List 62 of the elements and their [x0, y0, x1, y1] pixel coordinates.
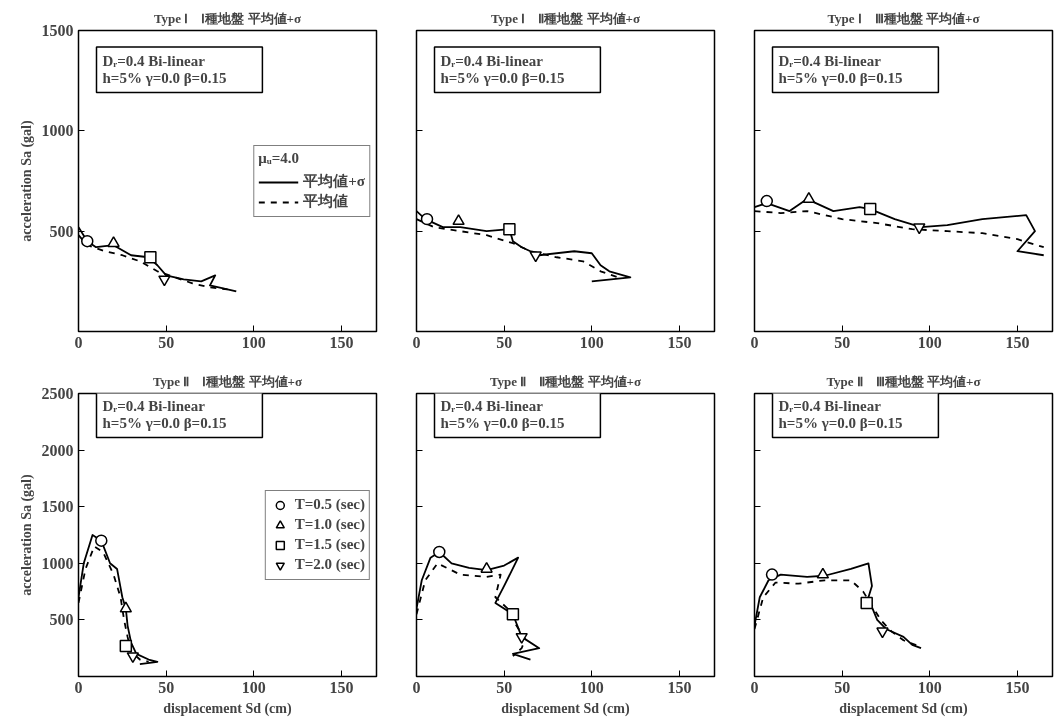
y-axis-title: acceleration Sa (gal) — [18, 120, 35, 242]
x-tick-label: 150 — [329, 333, 354, 351]
annotation: h=5% γ=0.0 β=0.15 — [778, 415, 903, 432]
y-axis-title: acceleration Sa (gal) — [18, 474, 35, 596]
x-tick-label: 100 — [917, 678, 942, 696]
x-tick-label: 0 — [750, 678, 759, 696]
x-tick-label: 50 — [158, 678, 175, 696]
x-tick-label: 150 — [329, 678, 354, 696]
x-tick-label: 0 — [750, 333, 759, 351]
legend-title: μᵤ=4.0 — [258, 149, 300, 167]
x-tick-label: 100 — [579, 678, 604, 696]
x-axis-title: displacement Sd (cm) — [163, 700, 292, 717]
x-tick-label: 50 — [158, 333, 175, 351]
chart-title: Type Ⅱ Ⅱ種地盤 平均値+σ — [489, 373, 642, 389]
annotation: Dᵣ=0.4 Bi-linear — [102, 52, 206, 69]
legend-label: T=1.5 (sec) — [294, 536, 365, 553]
y-tick-label: 1000 — [41, 122, 74, 140]
x-tick-label: 150 — [667, 678, 692, 696]
y-tick-label: 500 — [49, 222, 74, 240]
x-tick-label: 50 — [834, 333, 851, 351]
x-tick-label: 0 — [74, 333, 83, 351]
annotation: Dᵣ=0.4 Bi-linear — [440, 52, 544, 69]
x-tick-label: 0 — [74, 678, 83, 696]
chart-title: Type Ⅰ Ⅲ種地盤 平均値+σ — [827, 10, 980, 26]
x-tick-label: 0 — [412, 678, 421, 696]
annotation: h=5% γ=0.0 β=0.15 — [440, 415, 565, 432]
x-tick-label: 50 — [834, 678, 851, 696]
x-axis-title: displacement Sd (cm) — [501, 700, 630, 717]
legend-label: 平均値 — [303, 192, 349, 211]
annotation: h=5% γ=0.0 β=0.15 — [440, 70, 565, 87]
y-tick-label: 2500 — [41, 385, 74, 402]
annotation: h=5% γ=0.0 β=0.15 — [102, 415, 227, 432]
annotation: Dᵣ=0.4 Bi-linear — [778, 52, 882, 69]
x-tick-label: 0 — [412, 333, 421, 351]
x-tick-label: 50 — [496, 678, 513, 696]
x-tick-label: 100 — [579, 333, 604, 351]
x-tick-label: 100 — [917, 333, 942, 351]
y-tick-label: 2000 — [41, 441, 74, 459]
chart-title: Type Ⅰ Ⅱ種地盤 平均値+σ — [490, 10, 641, 26]
y-tick-label: 1000 — [41, 554, 74, 572]
x-tick-label: 50 — [496, 333, 513, 351]
x-tick-label: 150 — [1005, 678, 1030, 696]
legend-label: 平均値+σ — [303, 172, 365, 191]
legend-label: T=1.0 (sec) — [294, 516, 365, 533]
x-tick-label: 150 — [667, 333, 692, 351]
x-tick-label: 150 — [1005, 333, 1030, 351]
x-axis-title: displacement Sd (cm) — [839, 700, 968, 717]
x-tick-label: 100 — [241, 678, 266, 696]
y-tick-label: 500 — [49, 611, 74, 629]
legend-label: T=2.0 (sec) — [294, 556, 365, 573]
annotation: Dᵣ=0.4 Bi-linear — [778, 397, 882, 414]
chart-title: Type Ⅰ Ⅰ種地盤 平均値+σ — [153, 10, 302, 26]
annotation: Dᵣ=0.4 Bi-linear — [440, 397, 544, 414]
annotation: h=5% γ=0.0 β=0.15 — [102, 70, 227, 87]
y-tick-label: 1500 — [41, 498, 74, 516]
x-tick-label: 100 — [241, 333, 266, 351]
annotation: Dᵣ=0.4 Bi-linear — [102, 397, 206, 414]
legend-label: T=0.5 (sec) — [294, 496, 365, 513]
chart-title: Type Ⅱ Ⅲ種地盤 平均値+σ — [826, 373, 981, 389]
y-tick-label: 1500 — [41, 22, 74, 39]
annotation: h=5% γ=0.0 β=0.15 — [778, 70, 903, 87]
chart-title: Type Ⅱ Ⅰ種地盤 平均値+σ — [152, 373, 303, 389]
